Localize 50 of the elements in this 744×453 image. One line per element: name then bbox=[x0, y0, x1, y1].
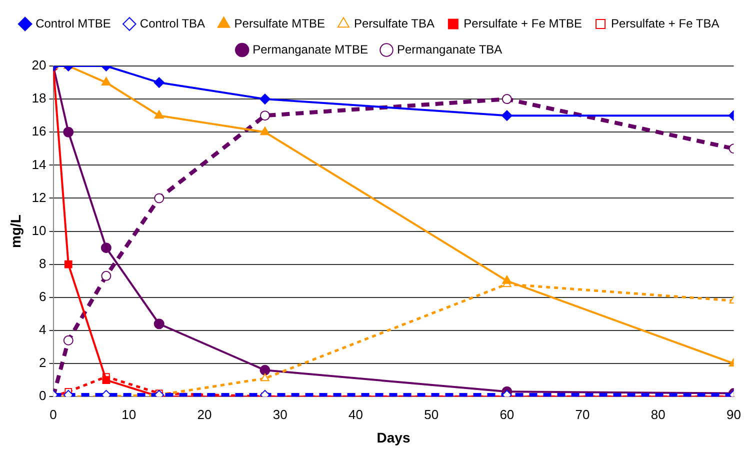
legend-label: Permanganate TBA bbox=[397, 42, 502, 56]
point bbox=[63, 126, 74, 138]
x-tick-label: 50 bbox=[424, 406, 439, 422]
y-tick-label: 16 bbox=[32, 124, 46, 139]
y-tick-label: 2 bbox=[39, 355, 46, 370]
y-tick-label: 18 bbox=[32, 90, 46, 106]
point bbox=[154, 193, 164, 204]
point bbox=[100, 242, 112, 254]
point bbox=[154, 318, 164, 330]
point bbox=[260, 94, 270, 104]
x-tick-label: 30 bbox=[272, 406, 288, 422]
y-tick-label: 8 bbox=[39, 256, 46, 271]
legend-label: Persulfate + Fe TBA bbox=[611, 16, 720, 30]
point bbox=[102, 376, 110, 384]
point bbox=[502, 94, 512, 104]
point bbox=[102, 77, 111, 86]
y-tick-label: 12 bbox=[32, 190, 46, 205]
x-axis-title: Days bbox=[376, 429, 410, 446]
legend-label: Control MTBE bbox=[36, 16, 111, 30]
x-tick-label: 0 bbox=[50, 406, 57, 422]
y-axis-title: mg/L bbox=[7, 214, 24, 248]
y-tick-label: 14 bbox=[32, 156, 46, 172]
legend-label: Persulfate TBA bbox=[354, 16, 434, 30]
point bbox=[502, 110, 512, 121]
point bbox=[101, 270, 112, 281]
point bbox=[154, 77, 164, 88]
point bbox=[63, 335, 74, 346]
legend-label: Permanganate MTBE bbox=[252, 42, 368, 56]
y-tick-label: 10 bbox=[32, 222, 46, 238]
x-tick-label: 10 bbox=[122, 406, 136, 422]
x-tick-label: 20 bbox=[197, 406, 212, 422]
point bbox=[260, 126, 270, 136]
x-tick-label: 40 bbox=[348, 406, 363, 422]
y-tick-label: 20 bbox=[32, 58, 46, 73]
point bbox=[154, 110, 164, 119]
y-tick-label: 6 bbox=[39, 289, 46, 304]
point bbox=[260, 110, 270, 121]
point bbox=[64, 260, 72, 268]
x-tick-label: 70 bbox=[575, 406, 590, 422]
x-tick-label: 60 bbox=[500, 406, 514, 422]
legend-label: Persulfate + Fe MTBE bbox=[464, 16, 582, 30]
y-tick-label: 0 bbox=[39, 388, 46, 404]
point bbox=[260, 373, 270, 382]
point bbox=[260, 364, 270, 376]
x-tick-label: 80 bbox=[650, 406, 666, 422]
legend-label: Persulfate MTBE bbox=[234, 16, 325, 30]
point bbox=[502, 276, 512, 284]
y-tick-label: 4 bbox=[39, 322, 46, 338]
legend-label: Control TBA bbox=[140, 16, 206, 30]
x-tick-label: 90 bbox=[726, 406, 742, 422]
